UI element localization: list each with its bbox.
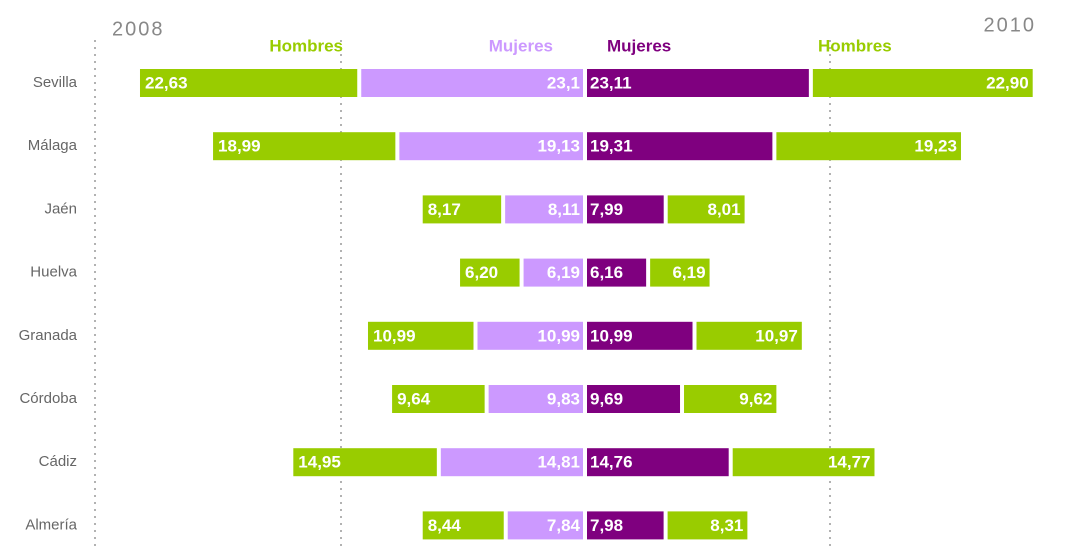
bar	[587, 69, 809, 97]
value-label: 23,1	[547, 73, 580, 92]
bar	[812, 69, 1033, 97]
value-label: 14,95	[298, 453, 341, 472]
bar	[293, 448, 437, 477]
value-label: 6,16	[590, 263, 623, 282]
bar	[587, 448, 729, 477]
value-label: 10,99	[590, 326, 633, 345]
bar	[684, 385, 777, 413]
legend-label: Mujeres	[489, 36, 553, 55]
bar	[667, 511, 748, 540]
bar	[587, 258, 647, 287]
bar	[587, 511, 664, 540]
bar	[440, 448, 583, 477]
value-label: 6,20	[465, 263, 498, 282]
category-label: Málaga	[28, 137, 78, 154]
value-label: 14,81	[537, 453, 580, 472]
bar	[367, 321, 474, 350]
legend-label: Mujeres	[607, 36, 671, 55]
value-label: 8,31	[710, 516, 743, 535]
bar	[505, 195, 583, 224]
legend-label: Hombres	[269, 36, 343, 55]
value-label: 14,77	[828, 453, 871, 472]
bar	[587, 132, 773, 161]
value-label: 7,84	[547, 516, 581, 535]
left-year: 2008	[112, 18, 165, 40]
bar	[422, 511, 504, 540]
bar	[732, 448, 875, 477]
value-label: 8,17	[428, 200, 461, 219]
bar	[696, 321, 802, 350]
bar	[399, 132, 583, 161]
value-label: 22,63	[145, 73, 188, 92]
bar	[139, 69, 358, 97]
value-label: 9,62	[739, 389, 772, 408]
value-label: 9,83	[547, 389, 580, 408]
value-label: 6,19	[547, 263, 580, 282]
value-label: 22,90	[986, 73, 1029, 92]
value-label: 7,99	[590, 200, 623, 219]
bar	[667, 195, 745, 224]
value-label: 10,99	[537, 326, 580, 345]
category-label: Córdoba	[19, 390, 77, 407]
bar	[587, 195, 664, 224]
bar	[422, 195, 502, 224]
value-label: 19,23	[914, 137, 957, 156]
value-label: 19,31	[590, 137, 633, 156]
bar	[488, 385, 583, 413]
right-year: 2010	[984, 14, 1037, 36]
value-label: 19,13	[537, 137, 580, 156]
bar	[477, 321, 583, 350]
category-label: Jaén	[44, 200, 77, 217]
bar	[361, 69, 583, 97]
value-label: 14,76	[590, 453, 633, 472]
value-label: 9,69	[590, 389, 623, 408]
value-label: 18,99	[218, 137, 261, 156]
category-label: Almería	[25, 516, 77, 533]
bar	[460, 258, 520, 287]
value-label: 23,11	[590, 73, 632, 92]
value-label: 6,19	[672, 263, 705, 282]
legend-label: Hombres	[818, 36, 892, 55]
value-label: 7,98	[590, 516, 623, 535]
bar	[507, 511, 583, 540]
bar	[587, 385, 681, 413]
bar	[213, 132, 396, 161]
bar	[776, 132, 961, 161]
category-label: Cádiz	[39, 453, 77, 470]
bar	[650, 258, 710, 287]
value-label: 10,99	[373, 326, 416, 345]
category-label: Sevilla	[33, 74, 78, 91]
bar	[392, 385, 485, 413]
value-label: 8,11	[548, 200, 580, 219]
value-label: 9,64	[397, 389, 431, 408]
bar	[587, 321, 693, 350]
value-label: 8,01	[708, 200, 741, 219]
bar	[523, 258, 583, 287]
category-label: Huelva	[30, 264, 77, 281]
value-label: 8,44	[428, 516, 462, 535]
value-label: 10,97	[755, 326, 798, 345]
category-label: Granada	[19, 327, 78, 344]
